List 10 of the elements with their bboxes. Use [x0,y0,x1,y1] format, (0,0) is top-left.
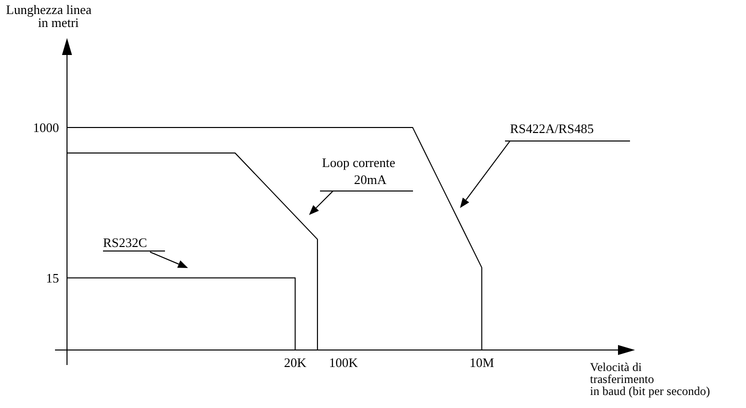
y-tick-label: 15 [46,270,59,286]
text: RS422A/RS485 [510,121,594,136]
text: Loop corrente 20mA [322,155,396,187]
y-tick-label: 1000 [33,120,59,136]
y-axis-title: Lunghezza linea in metri [6,2,92,30]
x-tick-label: 20K [284,355,307,370]
x-tick-label: 10M [469,355,494,370]
text: RS232C [103,235,148,250]
x-axis-title: Velocità di trasferimento in baud (bit per secondo) [590,360,710,398]
x-tick-label: 100K [329,355,359,370]
